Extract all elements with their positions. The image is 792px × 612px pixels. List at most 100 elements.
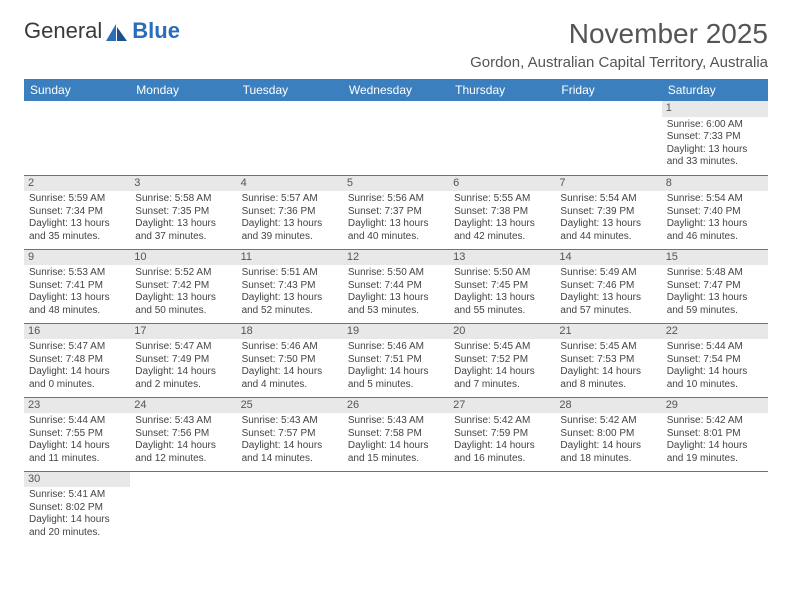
calendar-day-cell: 13Sunrise: 5:50 AMSunset: 7:45 PMDayligh… bbox=[449, 249, 555, 323]
sunrise-text: Sunrise: 5:54 AM bbox=[667, 193, 763, 206]
calendar-day-cell: 14Sunrise: 5:49 AMSunset: 7:46 PMDayligh… bbox=[555, 249, 661, 323]
calendar-day-cell: 21Sunrise: 5:45 AMSunset: 7:53 PMDayligh… bbox=[555, 323, 661, 397]
calendar-day-cell: 25Sunrise: 5:43 AMSunset: 7:57 PMDayligh… bbox=[237, 397, 343, 471]
day-number: 22 bbox=[662, 324, 768, 340]
day-number: 23 bbox=[24, 398, 130, 414]
calendar-day-cell: 5Sunrise: 5:56 AMSunset: 7:37 PMDaylight… bbox=[343, 175, 449, 249]
daylight-text: Daylight: 14 hours bbox=[348, 440, 444, 453]
sunset-text: Sunset: 7:54 PM bbox=[667, 354, 763, 367]
daylight-text: and 44 minutes. bbox=[560, 231, 656, 244]
sunrise-text: Sunrise: 5:46 AM bbox=[242, 341, 338, 354]
day-number: 11 bbox=[237, 250, 343, 266]
daylight-text: Daylight: 14 hours bbox=[242, 366, 338, 379]
sunset-text: Sunset: 8:00 PM bbox=[560, 428, 656, 441]
calendar-day-cell: 12Sunrise: 5:50 AMSunset: 7:44 PMDayligh… bbox=[343, 249, 449, 323]
daylight-text: Daylight: 13 hours bbox=[135, 218, 231, 231]
daylight-text: Daylight: 13 hours bbox=[242, 218, 338, 231]
sunset-text: Sunset: 7:48 PM bbox=[29, 354, 125, 367]
day-number: 24 bbox=[130, 398, 236, 414]
daylight-text: and 46 minutes. bbox=[667, 231, 763, 244]
day-number: 7 bbox=[555, 176, 661, 192]
calendar-week-row: 9Sunrise: 5:53 AMSunset: 7:41 PMDaylight… bbox=[24, 249, 768, 323]
sunrise-text: Sunrise: 5:48 AM bbox=[667, 267, 763, 280]
sunrise-text: Sunrise: 5:55 AM bbox=[454, 193, 550, 206]
sunrise-text: Sunrise: 5:42 AM bbox=[560, 415, 656, 428]
day-number: 15 bbox=[662, 250, 768, 266]
logo-text-1: General bbox=[24, 18, 102, 44]
sunrise-text: Sunrise: 5:52 AM bbox=[135, 267, 231, 280]
sunset-text: Sunset: 7:51 PM bbox=[348, 354, 444, 367]
daylight-text: and 50 minutes. bbox=[135, 305, 231, 318]
daylight-text: Daylight: 13 hours bbox=[135, 292, 231, 305]
sunset-text: Sunset: 7:44 PM bbox=[348, 280, 444, 293]
daylight-text: Daylight: 13 hours bbox=[454, 218, 550, 231]
header: General Blue November 2025 Gordon, Austr… bbox=[24, 18, 768, 71]
day-number: 14 bbox=[555, 250, 661, 266]
calendar-day-cell bbox=[130, 101, 236, 175]
title-block: November 2025 Gordon, Australian Capital… bbox=[470, 18, 768, 71]
daylight-text: and 20 minutes. bbox=[29, 527, 125, 540]
sunset-text: Sunset: 7:35 PM bbox=[135, 206, 231, 219]
sunset-text: Sunset: 7:47 PM bbox=[667, 280, 763, 293]
daylight-text: Daylight: 14 hours bbox=[667, 440, 763, 453]
sunset-text: Sunset: 7:45 PM bbox=[454, 280, 550, 293]
sunrise-text: Sunrise: 5:42 AM bbox=[667, 415, 763, 428]
daylight-text: Daylight: 14 hours bbox=[560, 440, 656, 453]
daylight-text: and 15 minutes. bbox=[348, 453, 444, 466]
day-number: 5 bbox=[343, 176, 449, 192]
sunrise-text: Sunrise: 6:00 AM bbox=[667, 119, 763, 132]
daylight-text: and 2 minutes. bbox=[135, 379, 231, 392]
daylight-text: and 48 minutes. bbox=[29, 305, 125, 318]
daylight-text: Daylight: 13 hours bbox=[667, 218, 763, 231]
sunset-text: Sunset: 7:57 PM bbox=[242, 428, 338, 441]
calendar-day-cell bbox=[237, 101, 343, 175]
daylight-text: and 35 minutes. bbox=[29, 231, 125, 244]
daylight-text: and 39 minutes. bbox=[242, 231, 338, 244]
calendar-day-cell: 27Sunrise: 5:42 AMSunset: 7:59 PMDayligh… bbox=[449, 397, 555, 471]
daylight-text: Daylight: 13 hours bbox=[29, 218, 125, 231]
daylight-text: and 12 minutes. bbox=[135, 453, 231, 466]
daylight-text: Daylight: 14 hours bbox=[29, 440, 125, 453]
sunset-text: Sunset: 7:52 PM bbox=[454, 354, 550, 367]
calendar-day-cell: 11Sunrise: 5:51 AMSunset: 7:43 PMDayligh… bbox=[237, 249, 343, 323]
sunrise-text: Sunrise: 5:46 AM bbox=[348, 341, 444, 354]
calendar-day-cell: 26Sunrise: 5:43 AMSunset: 7:58 PMDayligh… bbox=[343, 397, 449, 471]
daylight-text: and 57 minutes. bbox=[560, 305, 656, 318]
daylight-text: and 59 minutes. bbox=[667, 305, 763, 318]
calendar-week-row: 30Sunrise: 5:41 AMSunset: 8:02 PMDayligh… bbox=[24, 471, 768, 545]
sunrise-text: Sunrise: 5:43 AM bbox=[348, 415, 444, 428]
daylight-text: Daylight: 14 hours bbox=[135, 440, 231, 453]
month-title: November 2025 bbox=[470, 18, 768, 50]
daylight-text: and 8 minutes. bbox=[560, 379, 656, 392]
day-number: 6 bbox=[449, 176, 555, 192]
weekday-header: Tuesday bbox=[237, 79, 343, 101]
calendar-day-cell: 19Sunrise: 5:46 AMSunset: 7:51 PMDayligh… bbox=[343, 323, 449, 397]
sunrise-text: Sunrise: 5:47 AM bbox=[29, 341, 125, 354]
daylight-text: Daylight: 13 hours bbox=[667, 144, 763, 157]
sunset-text: Sunset: 7:40 PM bbox=[667, 206, 763, 219]
sunset-text: Sunset: 7:55 PM bbox=[29, 428, 125, 441]
calendar-day-cell: 29Sunrise: 5:42 AMSunset: 8:01 PMDayligh… bbox=[662, 397, 768, 471]
calendar-day-cell bbox=[130, 471, 236, 545]
daylight-text: Daylight: 14 hours bbox=[560, 366, 656, 379]
daylight-text: and 16 minutes. bbox=[454, 453, 550, 466]
daylight-text: Daylight: 13 hours bbox=[242, 292, 338, 305]
sunrise-text: Sunrise: 5:58 AM bbox=[135, 193, 231, 206]
sunrise-text: Sunrise: 5:49 AM bbox=[560, 267, 656, 280]
sunset-text: Sunset: 7:49 PM bbox=[135, 354, 231, 367]
sunrise-text: Sunrise: 5:56 AM bbox=[348, 193, 444, 206]
daylight-text: and 33 minutes. bbox=[667, 156, 763, 169]
calendar-day-cell: 30Sunrise: 5:41 AMSunset: 8:02 PMDayligh… bbox=[24, 471, 130, 545]
calendar-day-cell: 18Sunrise: 5:46 AMSunset: 7:50 PMDayligh… bbox=[237, 323, 343, 397]
sunrise-text: Sunrise: 5:43 AM bbox=[135, 415, 231, 428]
sunrise-text: Sunrise: 5:50 AM bbox=[348, 267, 444, 280]
calendar-week-row: 16Sunrise: 5:47 AMSunset: 7:48 PMDayligh… bbox=[24, 323, 768, 397]
daylight-text: Daylight: 14 hours bbox=[348, 366, 444, 379]
daylight-text: and 42 minutes. bbox=[454, 231, 550, 244]
sunrise-text: Sunrise: 5:44 AM bbox=[29, 415, 125, 428]
daylight-text: Daylight: 13 hours bbox=[29, 292, 125, 305]
sunset-text: Sunset: 7:58 PM bbox=[348, 428, 444, 441]
calendar-table: Sunday Monday Tuesday Wednesday Thursday… bbox=[24, 79, 768, 545]
day-number: 17 bbox=[130, 324, 236, 340]
day-number: 28 bbox=[555, 398, 661, 414]
